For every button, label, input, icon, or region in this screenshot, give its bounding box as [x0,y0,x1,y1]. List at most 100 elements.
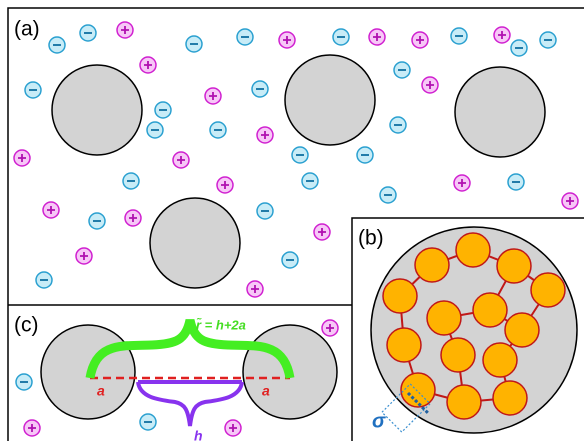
cation [116,21,134,39]
bead [386,327,422,363]
cation [124,209,142,227]
anion [510,39,528,57]
anion [185,35,203,53]
plus-sign [18,154,26,162]
anion [389,116,407,134]
cation [321,319,339,337]
anion [48,36,66,54]
plus-sign [144,61,152,69]
cation [368,28,386,46]
h-label: h [194,428,203,441]
plus-sign [121,26,129,34]
plus-sign [318,228,326,236]
bead [496,248,532,284]
cation [256,126,274,144]
bead [472,292,508,328]
plus-sign [251,285,259,293]
plus-sign [426,81,434,89]
green-brace [85,318,295,379]
a-label: a [262,383,270,399]
bead [400,372,436,408]
bead [446,384,482,420]
plus-sign [261,131,269,139]
plus-sign [498,31,506,39]
panel-label: (b) [358,227,384,250]
cation [246,280,264,298]
a-label: a [97,383,105,399]
anion [379,186,397,204]
anion [88,212,106,230]
cation [224,419,242,437]
anion [251,80,269,98]
anion [236,28,254,46]
anion [450,27,468,45]
plus-sign [129,214,137,222]
anion [301,172,319,190]
bead [482,342,518,378]
purple-brace [136,380,244,427]
cation [75,247,93,265]
anion [393,61,411,79]
anion [154,101,172,119]
sigma-label: σ [372,410,386,432]
anion [291,146,309,164]
frames [7,7,584,441]
anion [281,251,299,269]
cation [172,151,190,169]
anion [146,121,164,139]
bead [426,300,462,336]
anion [24,81,42,99]
cation [493,26,511,44]
cation [561,192,579,210]
plus-sign [47,206,55,214]
r-label: r̃ = h+2a [196,317,246,332]
cation [216,176,234,194]
cation [139,56,157,74]
anion [356,146,374,164]
plus-sign [566,197,574,205]
plus-sign [221,181,229,189]
bead [455,232,491,268]
cation [313,223,331,241]
anion [79,24,97,42]
plus-sign [283,36,291,44]
cation [13,149,31,167]
bead [382,278,418,314]
anion [256,202,274,220]
panel-label: (c) [14,314,39,337]
plus-sign [80,252,88,260]
plus-sign [229,424,237,432]
plus-sign [326,324,334,332]
ions [13,21,579,437]
cation [42,201,60,219]
cation [411,31,429,49]
anion [507,173,525,191]
anion [209,121,227,139]
bead [492,380,528,416]
anion [122,172,140,190]
anion [35,271,53,289]
colloids [40,54,546,420]
anion [139,413,157,431]
anion [15,373,33,391]
bead [414,247,450,283]
cation [278,31,296,49]
panel-label: (a) [14,18,40,41]
plus-sign [416,36,424,44]
cation [421,76,439,94]
sigma-box [381,383,431,433]
anion [332,28,350,46]
cation [453,174,471,192]
plus-sign [458,179,466,187]
cation [204,87,222,105]
bead [504,312,540,348]
plus-sign [373,33,381,41]
plus-sign [209,92,217,100]
bead [440,337,476,373]
bead [530,272,566,308]
plus-sign [28,424,36,432]
plus-sign [177,156,185,164]
polymer [382,232,566,420]
cation [23,419,41,437]
